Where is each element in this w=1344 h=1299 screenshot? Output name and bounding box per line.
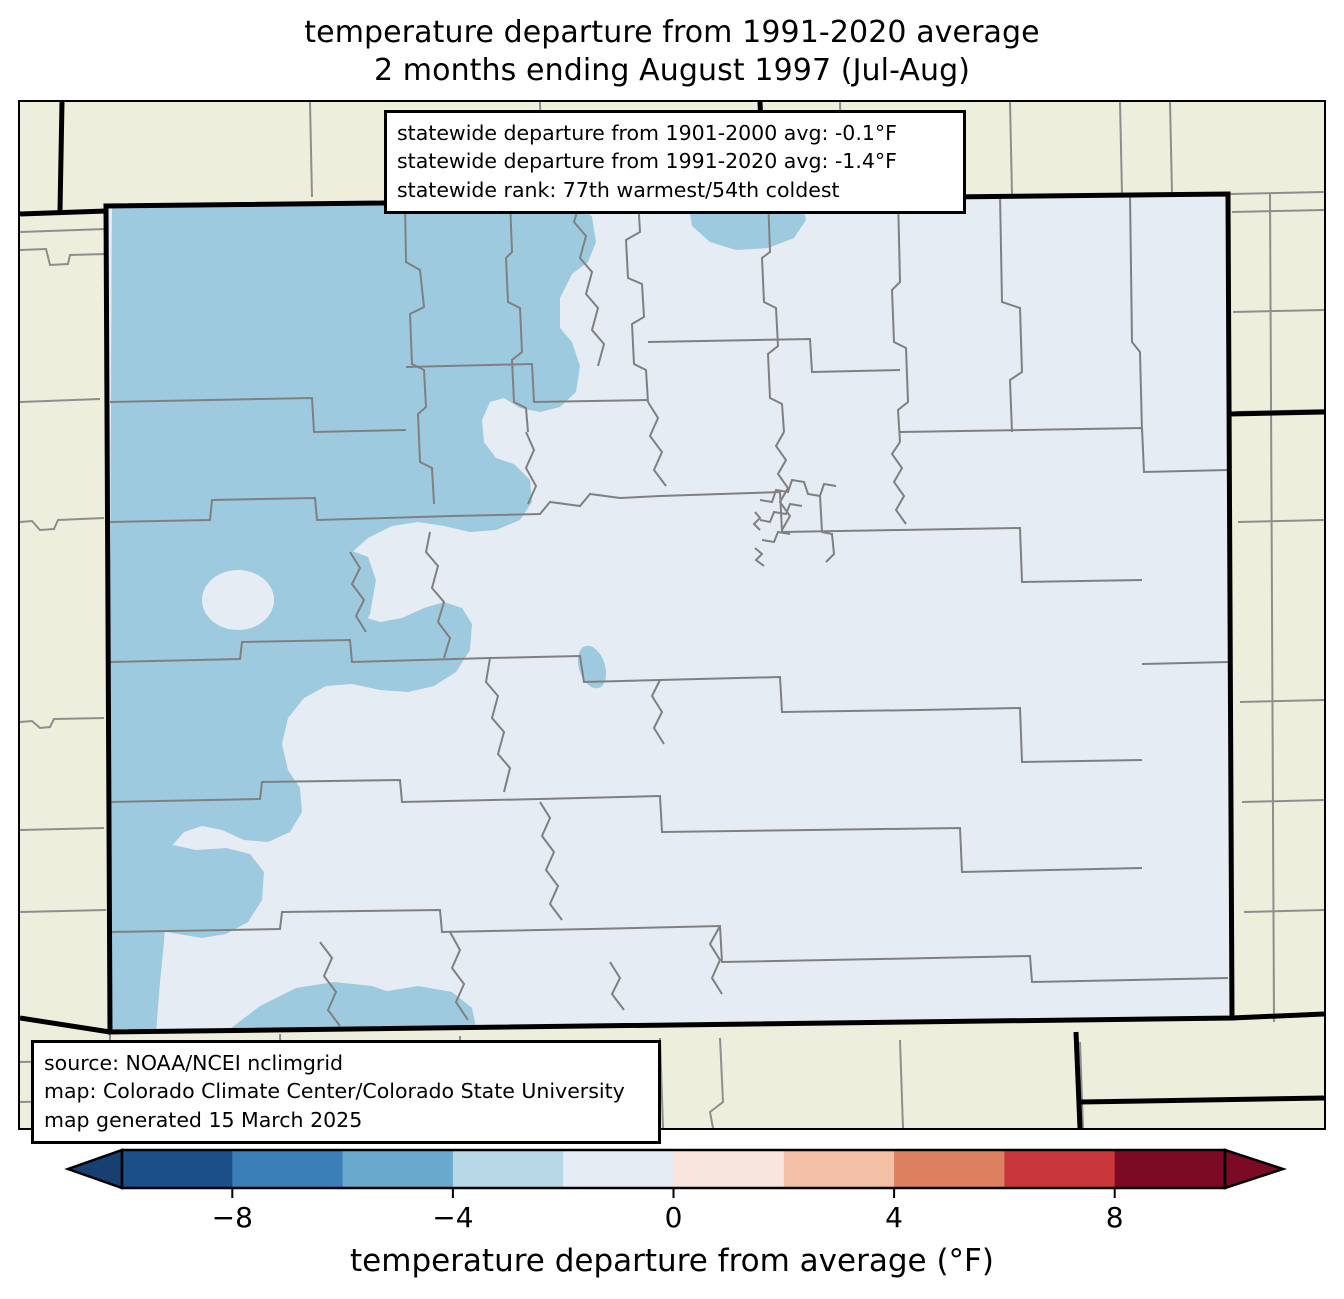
colorbar-tick-label: 8 — [1105, 1201, 1124, 1234]
colorbar-band-group — [64, 1148, 1288, 1190]
stats-line-1: statewide departure from 1901-2000 avg: … — [397, 121, 897, 145]
colorbar-tick-label: −8 — [211, 1201, 253, 1234]
departure-patch-central-small — [577, 645, 607, 689]
map-panel — [18, 100, 1326, 1130]
colorbar-over-arrow — [1223, 1148, 1288, 1190]
colorbar-under-arrow — [64, 1148, 124, 1190]
colorbar-band — [122, 1150, 233, 1188]
colorbar-tick-label: −4 — [432, 1201, 474, 1234]
colorbar-band — [894, 1150, 1005, 1188]
colorado-temperature-map — [20, 102, 1324, 1128]
colorbar-band — [1114, 1150, 1226, 1188]
colorbar-band — [452, 1150, 564, 1188]
colorbar-tick-marks — [231, 1188, 1116, 1198]
colorbar-swatches — [64, 1148, 1288, 1198]
colorbar-band — [342, 1150, 454, 1188]
title-line-2: 2 months ending August 1997 (Jul-Aug) — [373, 53, 971, 89]
departure-band-minus2-to-minus4-west-strip — [106, 658, 264, 1032]
page-title: temperature departure from 1991-2020 ave… — [0, 14, 1344, 91]
colorbar-band — [673, 1150, 785, 1188]
stats-line-2: statewide departure from 1991-2020 avg: … — [397, 149, 897, 174]
colorbar: −8 −4 0 4 8 temperature departure from avera… — [0, 1143, 1344, 1299]
colorbar-band — [783, 1150, 895, 1188]
source-line-1: source: NOAA/NCEI nclimgrid — [44, 1051, 344, 1075]
colorbar-axis-label: temperature departure from average (°F) — [350, 1243, 994, 1279]
source-line-2: map: Colorado Climate Center/Colorado St… — [44, 1079, 625, 1104]
colorbar-band — [1004, 1150, 1116, 1188]
statewide-stats-box: statewide departure from 1901-2000 avg: … — [384, 110, 966, 214]
colorbar-band — [232, 1150, 344, 1188]
colorbar-tick-label: 0 — [664, 1201, 683, 1234]
colorbar-band — [563, 1150, 675, 1188]
stats-line-3: statewide rank: 77th warmest/54th coldes… — [397, 177, 840, 202]
departure-hole-northwest — [202, 570, 274, 630]
colorbar-tick-label: 4 — [885, 1201, 904, 1234]
departure-band-minus2-to-minus4-nw-core — [108, 201, 596, 1032]
departure-patch-west-small — [435, 472, 453, 524]
source-credit-box: source: NOAA/NCEI nclimgrid map: Colorad… — [31, 1040, 661, 1144]
source-line-3: map generated 15 March 2025 — [44, 1107, 363, 1132]
title-line-1: temperature departure from 1991-2020 ave… — [304, 15, 1040, 50]
